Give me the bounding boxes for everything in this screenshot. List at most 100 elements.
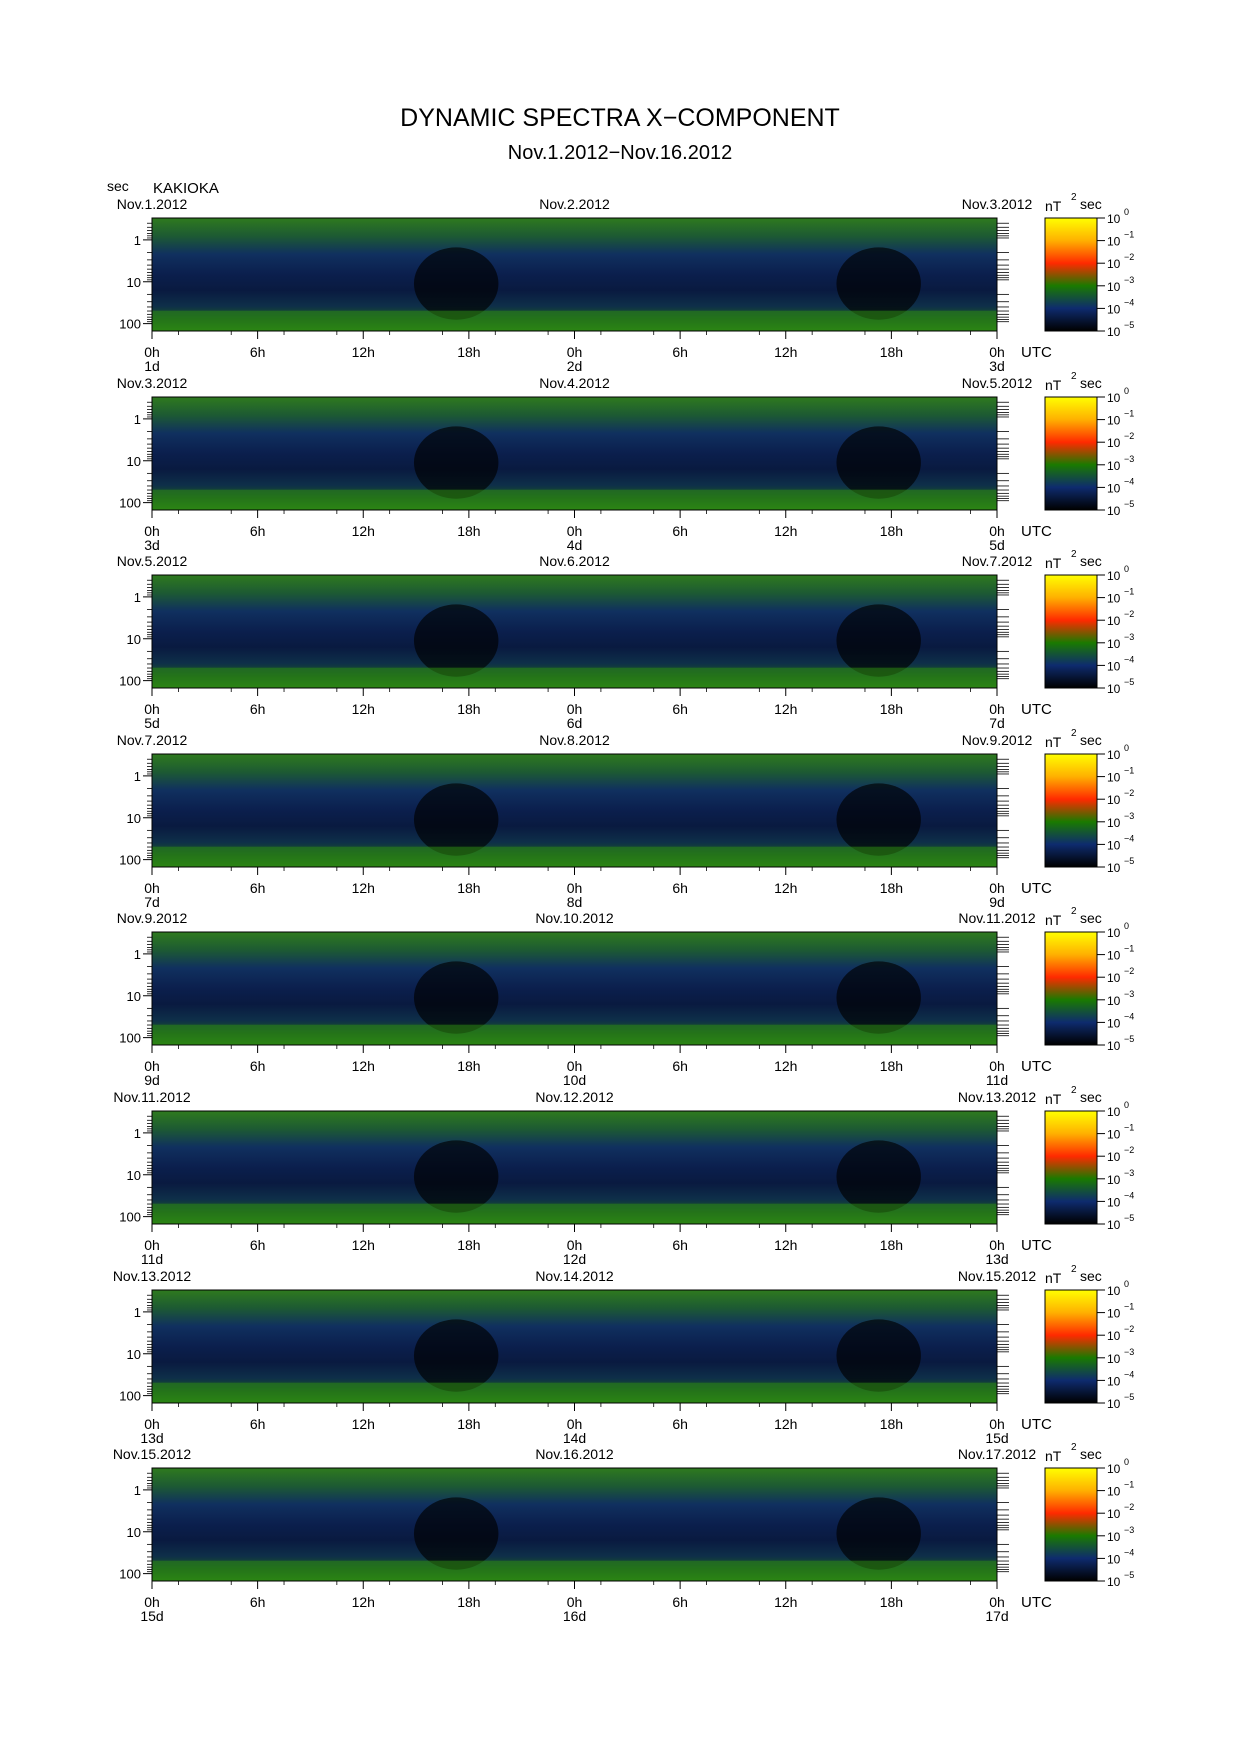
colorbar-tick-base: 10 [1107, 1374, 1121, 1388]
x-tick-label: 0h [989, 880, 1005, 896]
colorbar [1044, 931, 1098, 1046]
activity-band [152, 1382, 997, 1403]
dark-region-2 [836, 961, 921, 1034]
y-tick-label: 100 [119, 674, 141, 689]
x-tick-label: 18h [880, 344, 903, 360]
colorbar-tick-exp: −5 [1124, 677, 1134, 687]
y-tick-label: 10 [127, 811, 141, 826]
activity-band [152, 489, 997, 510]
x-tick-label: 0h [989, 1594, 1005, 1610]
colorbar-tick-exp: −5 [1124, 1213, 1134, 1223]
x-tick-label: 6h [250, 1594, 266, 1610]
colorbar-tick-base: 10 [1107, 614, 1121, 628]
colorbar-tick-exp: −2 [1124, 1502, 1134, 1512]
colorbar-tick-exp: 0 [1124, 1100, 1129, 1110]
day-label-end: 7d [989, 715, 1005, 731]
day-label-start: 5d [144, 715, 160, 731]
x-tick-label: 18h [457, 1594, 480, 1610]
y-tick-label: 10 [127, 632, 141, 647]
x-unit-label: UTC [1021, 344, 1052, 361]
x-tick-label: 6h [672, 1058, 688, 1074]
colorbar-unit: nT [1045, 1270, 1062, 1286]
x-tick-label: 0h [567, 880, 583, 896]
x-tick-label: 0h [144, 880, 160, 896]
colorbar-tick-exp: 0 [1124, 207, 1129, 217]
day-label-start: 11d [141, 1251, 163, 1267]
day-label-start: 3d [144, 537, 160, 553]
colorbar-tick-base: 10 [1107, 257, 1121, 271]
colorbar-tick-base: 10 [1107, 971, 1121, 985]
dark-region-1 [413, 1319, 499, 1392]
colorbar [1044, 1289, 1098, 1404]
x-tick-label: 6h [672, 523, 688, 539]
x-tick-label: 0h [567, 1416, 583, 1432]
panel-date-left: Nov.11.2012 [113, 1089, 191, 1105]
colorbar-unit-suffix: sec [1080, 910, 1102, 926]
colorbar-tick-exp: −3 [1124, 632, 1134, 642]
spectra-panel-6: Nov.11.2012 Nov.12.2012 Nov.13.20121101000… [113, 1085, 1134, 1267]
panel-date-left: Nov.5.2012 [117, 553, 188, 569]
activity-band [152, 310, 997, 331]
colorbar-tick-exp: 0 [1124, 921, 1129, 931]
x-tick-label: 0h [144, 523, 160, 539]
colorbar-tick-base: 10 [1107, 793, 1121, 807]
colorbar-tick-base: 10 [1107, 569, 1121, 583]
day-label-end: 3d [989, 358, 1005, 374]
x-tick-label: 0h [989, 523, 1005, 539]
colorbar-tick-exp: −2 [1124, 966, 1134, 976]
day-label-start: 15d [140, 1608, 163, 1624]
x-unit-label: UTC [1021, 1237, 1052, 1254]
panel-date-left: Nov.1.2012 [117, 196, 188, 212]
panel-date-right: Nov.3.2012 [962, 196, 1033, 212]
colorbar-tick-base: 10 [1107, 1462, 1121, 1476]
colorbar-tick-exp: −2 [1124, 1324, 1134, 1334]
dark-region-1 [413, 1497, 499, 1570]
colorbar-tick-exp: −4 [1124, 297, 1134, 307]
panel-date-left: Nov.3.2012 [117, 375, 188, 391]
colorbar-unit: nT [1045, 1448, 1062, 1464]
chart-title: DYNAMIC SPECTRA X−COMPONENT [400, 104, 840, 132]
chart-subtitle: Nov.1.2012−Nov.16.2012 [507, 142, 733, 164]
x-unit-label: UTC [1021, 1594, 1052, 1611]
x-tick-label: 0h [567, 344, 583, 360]
panel-date-mid: Nov.4.2012 [539, 375, 610, 391]
colorbar-tick-exp: −1 [1124, 766, 1134, 776]
x-tick-label: 12h [352, 1594, 375, 1610]
day-label-start: 7d [144, 894, 160, 910]
y-tick-label: 10 [127, 989, 141, 1004]
x-tick-label: 6h [250, 344, 266, 360]
spectra-panel-7: Nov.13.2012 Nov.14.2012 Nov.15.20121101000… [113, 1264, 1134, 1446]
x-tick-label: 18h [880, 1058, 903, 1074]
x-tick-label: 18h [880, 880, 903, 896]
x-tick-label: 0h [567, 1058, 583, 1074]
y-unit-label: sec [107, 178, 129, 194]
x-tick-label: 12h [352, 1416, 375, 1432]
colorbar-tick-exp: 0 [1124, 1279, 1129, 1289]
day-label-mid: 16d [563, 1608, 586, 1624]
x-tick-label: 0h [144, 1594, 160, 1610]
x-tick-label: 18h [457, 344, 480, 360]
day-label-end: 11d [986, 1072, 1008, 1088]
colorbar-tick-exp: −4 [1124, 1547, 1134, 1557]
colorbar-unit-power: 2 [1071, 906, 1077, 917]
x-tick-label: 12h [774, 880, 797, 896]
x-tick-label: 12h [352, 1237, 375, 1253]
colorbar-unit: nT [1045, 1091, 1062, 1107]
colorbar-unit-power: 2 [1071, 549, 1077, 560]
panel-date-right: Nov.13.2012 [958, 1089, 1037, 1105]
colorbar-tick-base: 10 [1107, 1218, 1121, 1232]
y-tick-label: 1 [134, 769, 141, 784]
y-tick-label: 100 [119, 853, 141, 868]
y-tick-label: 1 [134, 1126, 141, 1141]
spectra-panel-5: Nov.9.2012 Nov.10.2012 Nov.11.20121101000h… [117, 906, 1135, 1088]
x-tick-label: 6h [250, 1058, 266, 1074]
colorbar-tick-exp: 0 [1124, 1457, 1129, 1467]
colorbar-tick-exp: 0 [1124, 743, 1129, 753]
x-tick-label: 18h [457, 1058, 480, 1074]
x-tick-label: 0h [144, 344, 160, 360]
day-label-mid: 4d [567, 537, 583, 553]
colorbar-unit: nT [1045, 555, 1062, 571]
dark-region-2 [836, 426, 921, 499]
y-tick-label: 100 [119, 1389, 141, 1404]
